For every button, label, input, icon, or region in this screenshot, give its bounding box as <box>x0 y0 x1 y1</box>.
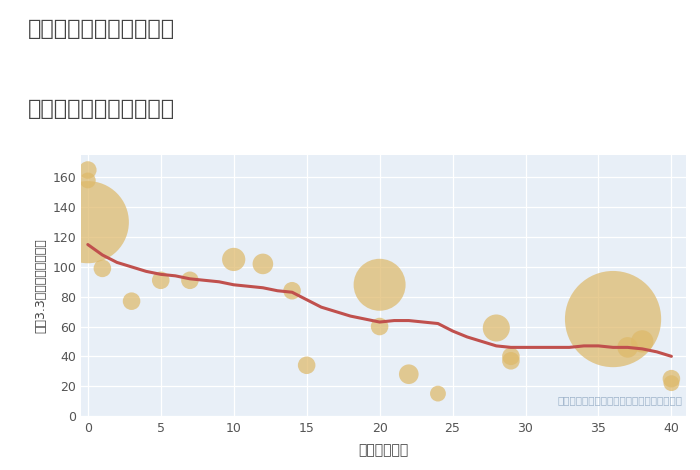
Point <box>258 260 269 268</box>
Point <box>184 276 195 284</box>
Point <box>374 281 385 289</box>
Point <box>374 323 385 330</box>
Point <box>433 390 444 397</box>
Text: 大阪府堺市堺区協和町の: 大阪府堺市堺区協和町の <box>28 19 175 39</box>
Point <box>636 337 648 345</box>
Point <box>608 315 619 323</box>
Point <box>666 375 677 383</box>
Point <box>505 352 517 360</box>
Point <box>286 287 297 295</box>
Point <box>97 265 108 272</box>
Point <box>155 276 167 284</box>
Y-axis label: 坪（3.3㎡）単価（万円）: 坪（3.3㎡）単価（万円） <box>34 238 47 333</box>
Point <box>126 298 137 305</box>
Point <box>82 166 93 174</box>
Text: 円の大きさは、取引のあった物件面積を示す: 円の大きさは、取引のあった物件面積を示す <box>558 396 683 406</box>
Point <box>403 370 414 378</box>
Point <box>622 344 634 351</box>
Point <box>491 324 502 332</box>
X-axis label: 築年数（年）: 築年数（年） <box>358 443 408 457</box>
Point <box>666 379 677 387</box>
Point <box>228 256 239 263</box>
Point <box>505 357 517 365</box>
Point <box>82 219 93 226</box>
Point <box>82 177 93 184</box>
Text: 築年数別中古戸建て価格: 築年数別中古戸建て価格 <box>28 99 175 119</box>
Point <box>301 361 312 369</box>
